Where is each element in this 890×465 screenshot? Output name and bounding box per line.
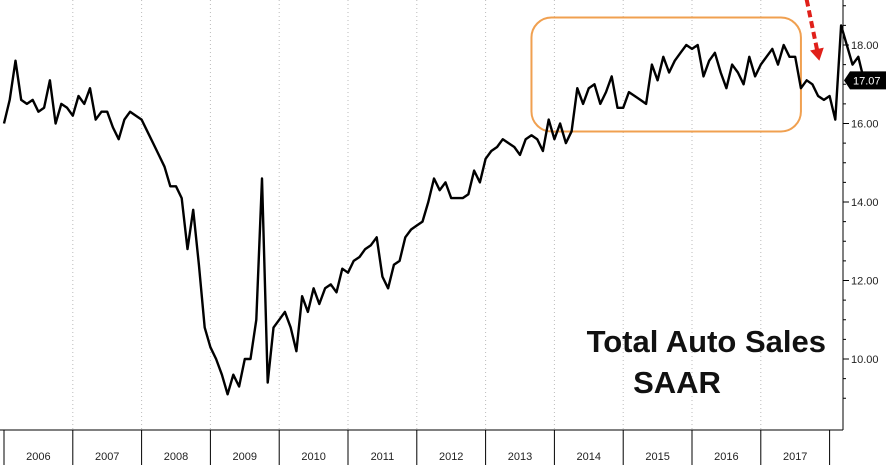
down-arrow-head <box>810 47 824 61</box>
x-tick-label: 2011 <box>371 451 395 463</box>
y-axis: 10.00 12.00 14.00 16.00 18.00 <box>842 0 879 430</box>
last-value-label: 17.07 <box>853 75 881 87</box>
series-line-total-auto-sales <box>2 24 866 396</box>
down-arrow-shaft <box>804 0 821 56</box>
x-tick-label: 2008 <box>164 451 188 463</box>
last-value-tag-shape <box>844 71 886 90</box>
y-tick-label: 14.00 <box>851 197 879 209</box>
chart-subtitle: SAAR <box>633 365 721 400</box>
x-axis: 2006 2007 2008 2009 2010 2011 2012 2013 2014 2015… <box>0 429 843 465</box>
x-tick-label: 2006 <box>26 451 50 463</box>
annotations <box>530 0 824 133</box>
x-tick-label: 2010 <box>301 451 325 463</box>
x-tick-label: 2017 <box>783 451 807 463</box>
last-value-tag: 17.07 <box>844 71 886 90</box>
x-tick-label: 2013 <box>508 451 532 463</box>
x-tick-label: 2016 <box>714 451 738 463</box>
x-tick-label: 2009 <box>233 451 257 463</box>
y-tick-label: 12.00 <box>851 276 879 288</box>
x-tick-label: 2015 <box>645 451 669 463</box>
y-tick-label: 10.00 <box>851 354 879 366</box>
y-tick-label: 18.00 <box>851 40 879 52</box>
chart-title: Total Auto Sales <box>587 324 826 359</box>
x-tick-label: 2007 <box>95 451 119 463</box>
x-tick-label: 2014 <box>577 451 601 463</box>
x-tick-label: 2012 <box>439 451 463 463</box>
y-tick-label: 16.00 <box>851 119 879 131</box>
highlight-box <box>530 16 802 133</box>
